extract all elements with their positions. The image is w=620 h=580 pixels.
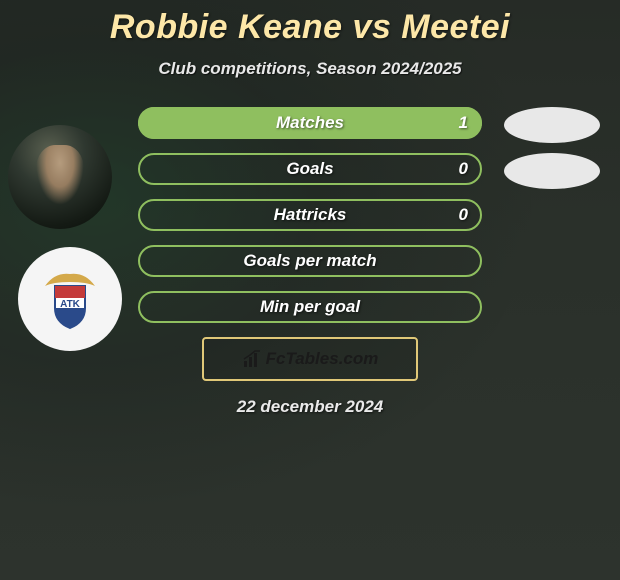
chart-icon bbox=[242, 349, 262, 369]
svg-text:ATK: ATK bbox=[60, 299, 81, 310]
stat-row: Goals0 bbox=[138, 153, 482, 185]
stat-label: Goals bbox=[138, 159, 482, 179]
page-subtitle: Club competitions, Season 2024/2025 bbox=[0, 59, 620, 79]
stat-row: Min per goal bbox=[138, 291, 482, 323]
stat-bars: Matches1Goals0Hattricks0Goals per matchM… bbox=[138, 107, 482, 323]
stat-label: Goals per match bbox=[138, 251, 482, 271]
player-right-placeholder-2 bbox=[504, 153, 600, 189]
player-right-placeholder-1 bbox=[504, 107, 600, 143]
stat-row: Matches1 bbox=[138, 107, 482, 139]
comparison-area: ATK Matches1Goals0Hattricks0Goals per ma… bbox=[0, 107, 620, 323]
footer-date: 22 december 2024 bbox=[0, 397, 620, 417]
branding-text: FcTables.com bbox=[266, 349, 379, 369]
stat-label: Min per goal bbox=[138, 297, 482, 317]
branding-label: FcTables.com bbox=[242, 349, 379, 369]
player-left-avatar bbox=[8, 125, 112, 229]
stat-value: 0 bbox=[459, 159, 468, 179]
stat-row: Hattricks0 bbox=[138, 199, 482, 231]
stat-value: 1 bbox=[459, 113, 468, 133]
branding-box: FcTables.com bbox=[202, 337, 418, 381]
stat-value: 0 bbox=[459, 205, 468, 225]
club-badge: ATK bbox=[18, 247, 122, 351]
stat-label: Hattricks bbox=[138, 205, 482, 225]
page-title: Robbie Keane vs Meetei bbox=[0, 0, 620, 47]
stat-row: Goals per match bbox=[138, 245, 482, 277]
atk-badge-icon: ATK bbox=[35, 264, 105, 334]
stat-label: Matches bbox=[138, 113, 482, 133]
